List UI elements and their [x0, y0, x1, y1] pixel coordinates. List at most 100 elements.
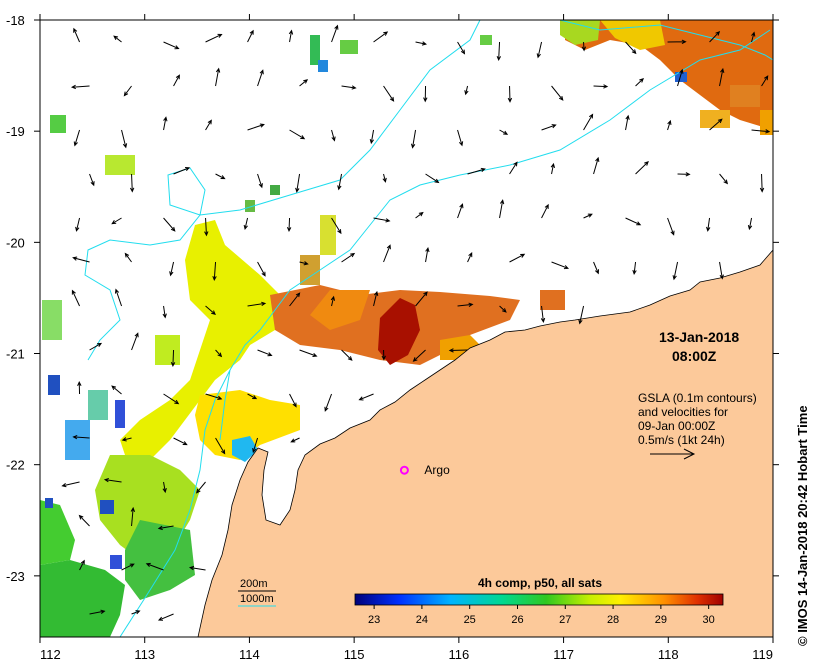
velocity-arrow-icon — [383, 244, 391, 263]
y-tick-label: -23 — [6, 569, 25, 584]
velocity-arrow-icon — [257, 173, 263, 189]
velocity-arrow-icon — [551, 85, 564, 101]
velocity-arrow-icon — [358, 393, 374, 401]
velocity-arrow-icon — [467, 167, 486, 175]
velocity-arrow-icon — [457, 41, 466, 55]
velocity-arrow-icon — [373, 290, 379, 307]
velocity-arrow-icon — [61, 481, 80, 488]
velocity-arrow-icon — [541, 203, 549, 219]
velocity-arrow-icon — [410, 129, 417, 149]
velocity-arrow-icon — [383, 85, 395, 102]
velocity-arrow-icon — [121, 563, 135, 571]
velocity-arrow-icon — [373, 31, 389, 43]
velocity-arrow-icon — [382, 173, 387, 183]
velocity-arrow-icon — [299, 261, 309, 266]
argo-marker-icon — [399, 465, 409, 475]
velocity-arrow-icon — [170, 349, 176, 368]
x-tick-label: 117 — [553, 647, 574, 662]
velocity-arrow-icon — [593, 261, 600, 275]
velocity-arrow-icon — [337, 173, 343, 191]
velocity-arrow-icon — [162, 305, 167, 319]
velocity-arrow-icon — [509, 161, 518, 175]
velocity-arrow-icon — [205, 393, 223, 400]
x-tick-label: 112 — [40, 647, 61, 662]
colorbar-gradient — [354, 593, 724, 606]
info-line-4: 0.5m/s (1kt 24h) — [638, 433, 725, 447]
velocity-arrow-icon — [71, 289, 80, 307]
velocity-arrow-icon — [425, 173, 440, 184]
velocity-arrow-icon — [467, 252, 473, 263]
bathymetry-1000m-contour — [84, 20, 773, 637]
info-line-2: and velocities for — [638, 405, 728, 419]
velocity-arrow-icon — [331, 129, 336, 142]
date-label: 13-Jan-2018 — [659, 329, 739, 345]
velocity-arrow-icon — [215, 67, 221, 87]
velocity-arrow-icon — [129, 173, 135, 193]
velocity-arrow-icon — [751, 31, 756, 43]
velocity-arrow-icon — [103, 477, 122, 483]
velocity-arrow-icon — [111, 385, 122, 395]
y-tick-label: -20 — [6, 235, 25, 250]
velocity-arrow-icon — [215, 349, 223, 358]
velocity-arrow-icon — [667, 119, 672, 131]
velocity-arrow-icon — [289, 393, 297, 408]
velocity-arrow-icon — [247, 29, 254, 43]
velocity-arrow-icon — [157, 525, 174, 531]
velocity-arrow-icon — [341, 252, 356, 263]
velocity-arrow-icon — [205, 305, 216, 316]
x-tick-label: 118 — [658, 647, 679, 662]
velocity-arrow-icon — [89, 173, 95, 187]
velocity-arrow-icon — [113, 35, 122, 43]
y-tick-label: -22 — [6, 458, 25, 473]
velocity-arrow-icon — [289, 129, 306, 140]
colorbar-tick-label: 25 — [464, 614, 476, 626]
sst-patch-coastal-yellow — [120, 220, 285, 470]
velocity-arrow-icon — [145, 562, 164, 571]
colorbar-tick-label: 24 — [416, 614, 428, 626]
velocity-arrow-icon — [499, 305, 507, 313]
velocity-arrow-icon — [412, 349, 426, 362]
colorbar-tick-label: 27 — [559, 614, 571, 626]
argo-label: Argo — [424, 463, 450, 477]
velocity-arrow-icon — [583, 213, 593, 219]
velocity-arrow-icon — [162, 481, 167, 494]
velocity-arrow-icon — [215, 437, 226, 455]
velocity-arrow-icon — [551, 261, 570, 270]
velocity-arrow-icon — [415, 41, 428, 46]
y-tick-label: -19 — [6, 124, 25, 139]
velocity-arrow-icon — [72, 434, 90, 440]
velocity-arrow-icon — [709, 30, 721, 43]
velocity-arrow-icon — [341, 349, 353, 361]
sst-patch-northeast-yellow — [600, 20, 665, 50]
colorbar-ticks: 23 24 25 26 27 28 29 30 — [368, 605, 715, 626]
velocity-arrow-icon — [157, 613, 174, 621]
velocity-arrow-icon — [299, 79, 309, 87]
x-axis-ticks: 112 113 114 115 116 117 118 119 — [39, 14, 774, 662]
velocity-arrow-icon — [114, 288, 123, 307]
velocity-arrow-icon — [75, 217, 81, 232]
x-tick-label: 113 — [134, 647, 155, 662]
velocity-arrow-icon — [111, 217, 122, 225]
sst-patch-northeast-lime — [560, 20, 600, 45]
velocity-arrow-icon — [499, 129, 509, 135]
velocity-arrow-icon — [706, 217, 711, 232]
velocity-arrow-icon — [163, 393, 180, 405]
velocity-arrow-icon — [369, 129, 375, 145]
velocity-arrow-icon — [173, 74, 180, 87]
velocity-arrow-icon — [72, 256, 90, 263]
velocity-arrow-icon — [536, 41, 543, 59]
velocity-arrow-icon — [257, 349, 273, 357]
sst-patch-light-orange — [440, 335, 480, 360]
colorbar-tick-label: 30 — [703, 614, 715, 626]
velocity-arrow-icon — [373, 217, 391, 223]
velocity-arrow-icon — [415, 291, 428, 307]
velocity-arrow-icon — [540, 305, 546, 323]
time-label: 08:00Z — [672, 348, 717, 364]
plot-frame — [39, 19, 774, 638]
y-axis-ticks: -18 -19 -20 -21 -22 -23 — [6, 13, 779, 584]
velocity-arrow-icon — [677, 172, 691, 177]
velocity-arrow-icon — [324, 393, 333, 412]
velocity-arrow-icon — [257, 69, 264, 87]
velocity-arrow-icon — [163, 41, 180, 50]
sst-data-layer — [40, 20, 773, 637]
